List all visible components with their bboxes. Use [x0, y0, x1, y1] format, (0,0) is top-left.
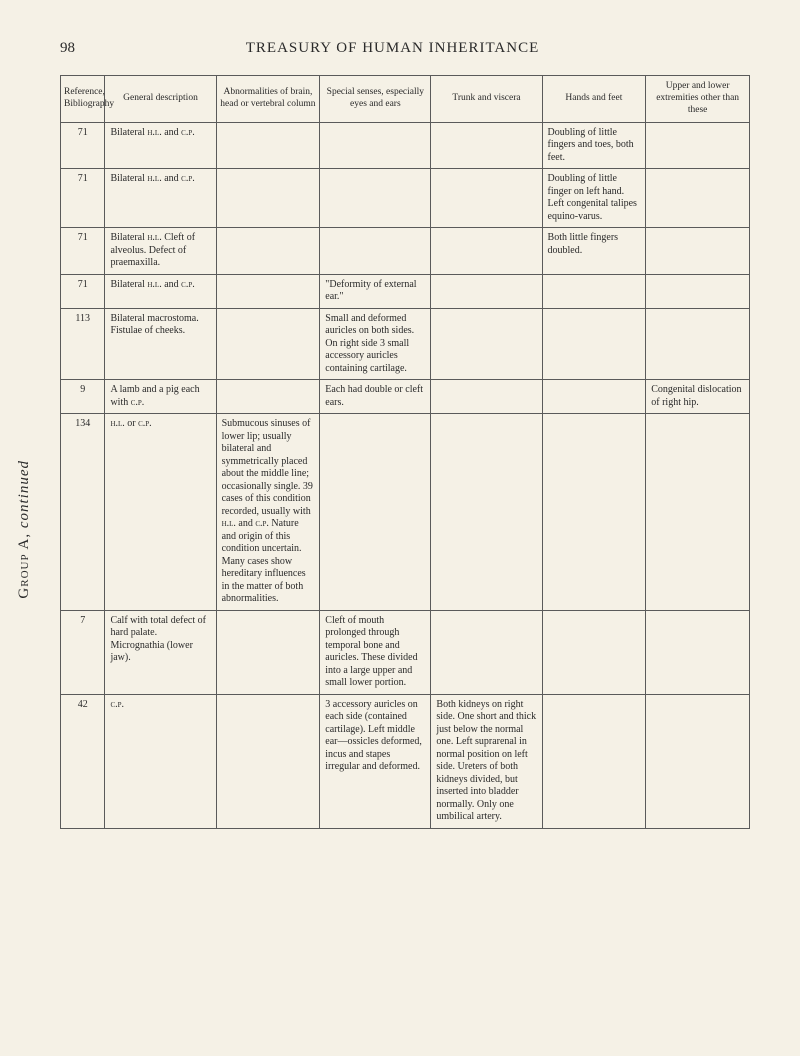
- col-ref: Reference, Bibliography: [61, 76, 105, 123]
- cell-hands: Doubling of little finger on left hand. …: [542, 169, 646, 228]
- table-header-row: Reference, Bibliography General descript…: [61, 76, 750, 123]
- cell-trunk: [431, 414, 542, 611]
- cell-gen: h.l. or c.p.: [105, 414, 216, 611]
- cell-trunk: [431, 122, 542, 169]
- cell-senses: [320, 169, 431, 228]
- cell-upper: Congenital dislocation of right hip.: [646, 380, 750, 414]
- cell-senses: [320, 122, 431, 169]
- cell-ref: 71: [61, 122, 105, 169]
- cell-senses: Each had double or cleft ears.: [320, 380, 431, 414]
- cell-gen: Bilateral h.l. Cleft of alveolus. Defect…: [105, 228, 216, 275]
- cell-upper: [646, 274, 750, 308]
- cell-ref: 71: [61, 228, 105, 275]
- table-row: 71Bilateral h.l. Cleft of alveolus. Defe…: [61, 228, 750, 275]
- page-title: TREASURY OF HUMAN INHERITANCE: [35, 40, 750, 57]
- cell-senses: [320, 414, 431, 611]
- cell-ref: 7: [61, 610, 105, 694]
- cell-hands: [542, 274, 646, 308]
- cell-brain: [216, 380, 320, 414]
- col-brain: Abnormalities of brain, head or vertebra…: [216, 76, 320, 123]
- cell-trunk: [431, 169, 542, 228]
- cell-gen: c.p.: [105, 694, 216, 828]
- cell-brain: [216, 228, 320, 275]
- cell-hands: [542, 380, 646, 414]
- cell-senses: Small and deformed auricles on both side…: [320, 308, 431, 380]
- cell-senses: [320, 228, 431, 275]
- cell-upper: [646, 610, 750, 694]
- table-row: 71Bilateral h.l. and c.p. "Deformity of e…: [61, 274, 750, 308]
- cell-upper: [646, 122, 750, 169]
- table-row: 134h.l. or c.p.Submucous sinuses of lowe…: [61, 414, 750, 611]
- cell-senses: "Deformity of external ear.": [320, 274, 431, 308]
- table-row: 9A lamb and a pig each with c.p. Each had…: [61, 380, 750, 414]
- cell-ref: 134: [61, 414, 105, 611]
- cell-trunk: [431, 380, 542, 414]
- cell-trunk: [431, 308, 542, 380]
- cell-senses: Cleft of mouth prolonged through tempora…: [320, 610, 431, 694]
- cell-upper: [646, 169, 750, 228]
- col-upper: Upper and lower extremities other than t…: [646, 76, 750, 123]
- col-hands: Hands and feet: [542, 76, 646, 123]
- cell-trunk: [431, 228, 542, 275]
- cell-hands: [542, 414, 646, 611]
- col-trunk: Trunk and viscera: [431, 76, 542, 123]
- cell-ref: 42: [61, 694, 105, 828]
- col-senses: Special senses, especially eyes and ears: [320, 76, 431, 123]
- group-label: Group A, continued: [16, 460, 33, 599]
- cell-trunk: [431, 610, 542, 694]
- table-row: 42c.p. 3 accessory auricles on each side …: [61, 694, 750, 828]
- cell-gen: Bilateral macrostoma. Fistulae of cheeks…: [105, 308, 216, 380]
- table-row: 7Calf with total defect of hard palate. …: [61, 610, 750, 694]
- cell-brain: [216, 274, 320, 308]
- cell-hands: Doubling of little fingers and toes, bot…: [542, 122, 646, 169]
- cell-brain: [216, 122, 320, 169]
- table-row: 113Bilateral macrostoma. Fistulae of che…: [61, 308, 750, 380]
- cell-hands: [542, 694, 646, 828]
- cell-brain: [216, 169, 320, 228]
- cell-upper: [646, 414, 750, 611]
- cell-trunk: Both kidneys on right side. One short an…: [431, 694, 542, 828]
- cell-gen: Calf with total defect of hard palate. M…: [105, 610, 216, 694]
- cell-brain: [216, 308, 320, 380]
- cell-ref: 71: [61, 274, 105, 308]
- cell-ref: 113: [61, 308, 105, 380]
- col-gen: General description: [105, 76, 216, 123]
- cell-gen: A lamb and a pig each with c.p.: [105, 380, 216, 414]
- cell-gen: Bilateral h.l. and c.p.: [105, 122, 216, 169]
- cell-upper: [646, 694, 750, 828]
- cell-upper: [646, 228, 750, 275]
- cell-ref: 9: [61, 380, 105, 414]
- cell-ref: 71: [61, 169, 105, 228]
- cell-gen: Bilateral h.l. and c.p.: [105, 274, 216, 308]
- table-row: 71Bilateral h.l. and c.p. Doubling of lit…: [61, 169, 750, 228]
- page-header: 98 TREASURY OF HUMAN INHERITANCE: [60, 40, 750, 57]
- cell-brain: [216, 610, 320, 694]
- data-table: Reference, Bibliography General descript…: [60, 75, 750, 829]
- cell-brain: Submucous sinuses of lower lip; usually …: [216, 414, 320, 611]
- cell-senses: 3 accessory auricles on each side (conta…: [320, 694, 431, 828]
- cell-hands: [542, 610, 646, 694]
- cell-trunk: [431, 274, 542, 308]
- cell-hands: [542, 308, 646, 380]
- cell-hands: Both little fingers doubled.: [542, 228, 646, 275]
- cell-upper: [646, 308, 750, 380]
- table-row: 71Bilateral h.l. and c.p. Doubling of lit…: [61, 122, 750, 169]
- cell-gen: Bilateral h.l. and c.p.: [105, 169, 216, 228]
- cell-brain: [216, 694, 320, 828]
